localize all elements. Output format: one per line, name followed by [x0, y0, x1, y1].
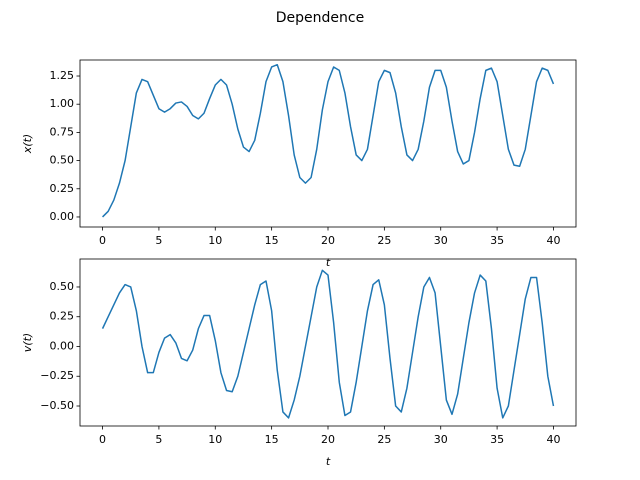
x-tick-label: 10: [208, 234, 222, 247]
data-line: [101, 269, 555, 419]
y-tick-label: 1.00: [50, 97, 75, 110]
x-tick-label: 30: [434, 433, 448, 446]
x-tick-label: 15: [265, 433, 279, 446]
y-tick-label: 0.75: [50, 125, 75, 138]
y-tick-label: 0.50: [50, 280, 75, 293]
y-tick-label: 0.25: [50, 182, 75, 195]
x-tick-label: 5: [155, 234, 162, 247]
x-axis-label: t: [326, 256, 331, 269]
y-axis-label: v(t): [21, 333, 34, 352]
y-tick-label: 0.00: [50, 210, 75, 223]
x-tick-label: 35: [490, 234, 504, 247]
x-tick-label: 25: [377, 234, 391, 247]
x-tick-label: 40: [546, 234, 560, 247]
x-tick-label: 0: [99, 433, 106, 446]
y-tick-label: −0.50: [40, 399, 74, 412]
y-axis-label: x(t): [21, 134, 34, 154]
axes-frame: [79, 258, 577, 427]
x-tick-label: 15: [265, 234, 279, 247]
x-tick-label: 30: [434, 234, 448, 247]
y-tick-label: −0.25: [40, 369, 74, 382]
x-tick-label: 10: [208, 433, 222, 446]
x-tick-label: 20: [321, 433, 335, 446]
x-tick-label: 40: [546, 433, 560, 446]
y-tick-label: 0.25: [50, 310, 75, 323]
x-tick-label: 5: [155, 433, 162, 446]
x-tick-label: 35: [490, 433, 504, 446]
axes-frame: [79, 59, 577, 228]
x-tick-label: 0: [99, 234, 106, 247]
y-tick-label: 1.25: [50, 69, 75, 82]
y-tick-label: 0.00: [50, 339, 75, 352]
y-tick-label: 0.50: [50, 154, 75, 167]
data-line: [102, 63, 555, 218]
figure-title: Dependence: [276, 10, 364, 26]
x-tick-label: 25: [377, 433, 391, 446]
x-tick-label: 20: [321, 234, 335, 247]
x-axis-label: t: [326, 455, 331, 468]
